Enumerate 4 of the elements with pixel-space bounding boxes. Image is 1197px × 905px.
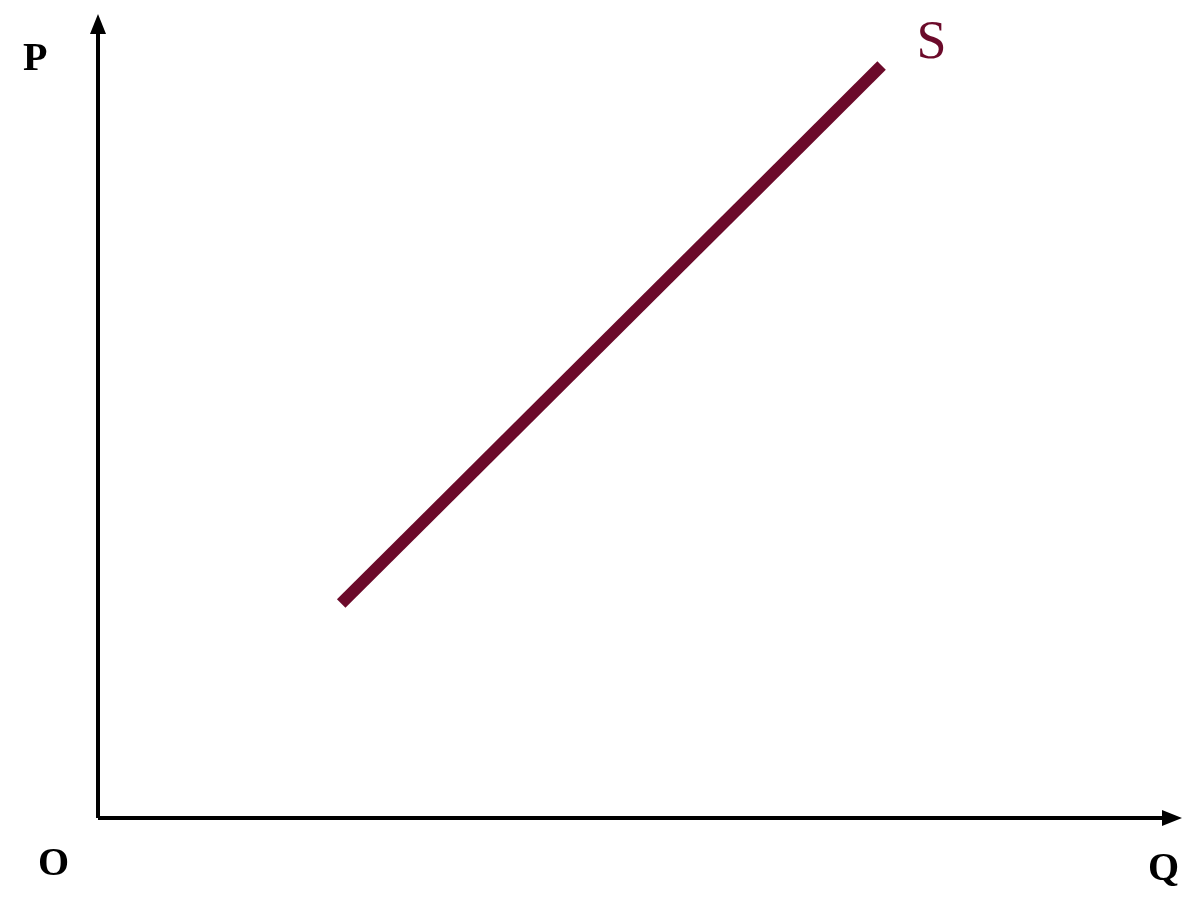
y-axis-title: P [23, 33, 48, 80]
x-axis-title: Q [1148, 843, 1180, 890]
series-label: S [916, 9, 947, 70]
text: O [38, 838, 70, 885]
